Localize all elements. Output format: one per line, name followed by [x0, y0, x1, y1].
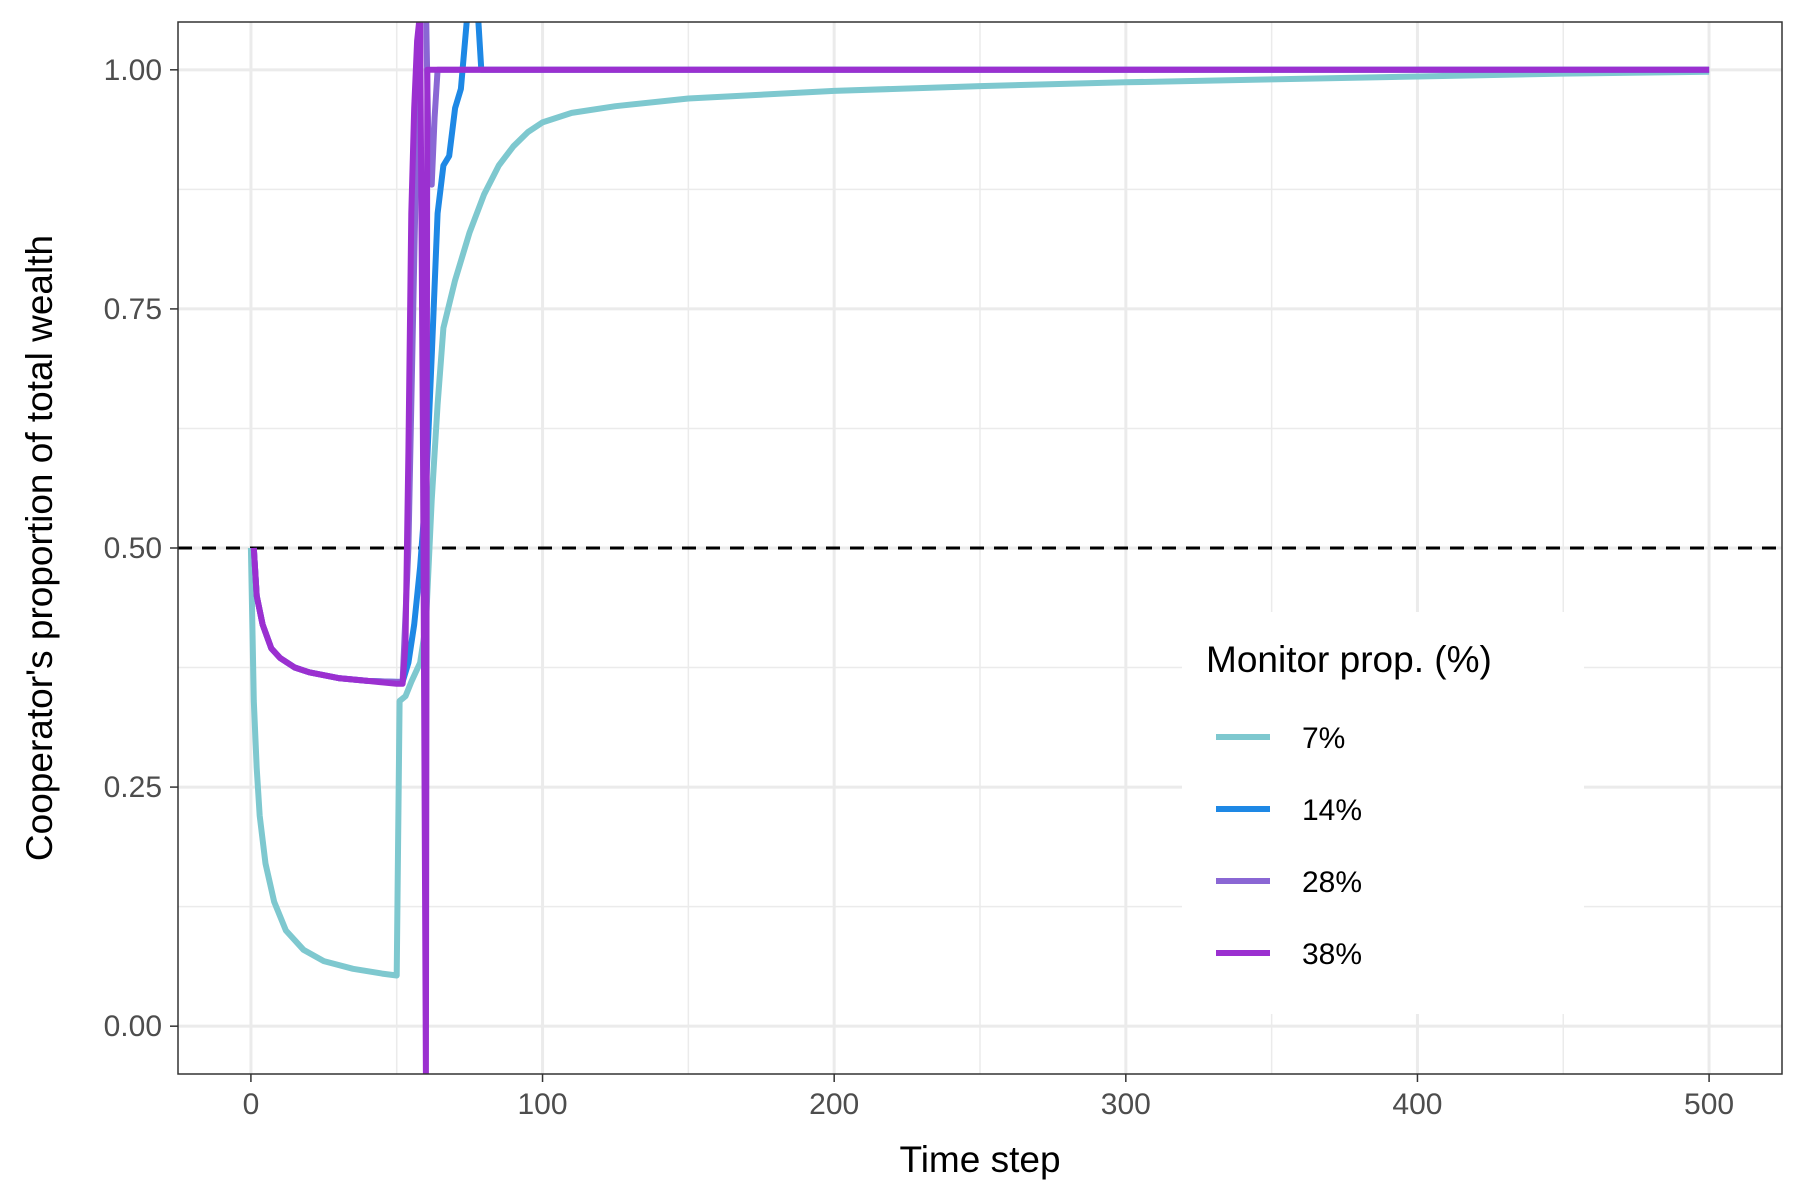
y-tick-label: 0.75 [104, 293, 162, 326]
series-line-38-pct [250, 22, 1710, 1074]
legend-label-7-pct: 7% [1302, 722, 1345, 755]
x-tick-label: 500 [1684, 1088, 1734, 1121]
x-tick-label: 200 [809, 1088, 859, 1121]
x-tick-label: 400 [1392, 1088, 1442, 1121]
legend-items: 7% 14% 28% 38% [1216, 722, 1362, 971]
x-axis-title: Time step [899, 1139, 1060, 1180]
y-axis-ticks: 0.00 0.25 0.50 0.75 1.00 [104, 54, 178, 1043]
x-tick-label: 0 [243, 1088, 260, 1121]
x-tick-label: 300 [1101, 1088, 1151, 1121]
y-tick-label: 0.25 [104, 771, 162, 804]
legend: Monitor prop. (%) 7% 14% 28% 38% [1182, 612, 1584, 1014]
series-lines [247, 22, 1710, 1074]
x-tick-label: 100 [518, 1088, 568, 1121]
x-axis-ticks: 0 100 200 300 400 500 [243, 1074, 1734, 1121]
legend-label-14-pct: 14% [1302, 794, 1362, 827]
legend-label-38-pct: 38% [1302, 938, 1362, 971]
legend-label-28-pct: 28% [1302, 866, 1362, 899]
legend-title: Monitor prop. (%) [1206, 639, 1492, 680]
series-line-7-pct [247, 68, 1710, 979]
y-tick-label: 0.50 [104, 532, 162, 565]
y-axis-title: Cooperator's proportion of total wealth [19, 235, 60, 861]
y-tick-label: 0.00 [104, 1010, 162, 1043]
y-tick-label: 1.00 [104, 54, 162, 87]
legend-background [1182, 612, 1584, 1014]
